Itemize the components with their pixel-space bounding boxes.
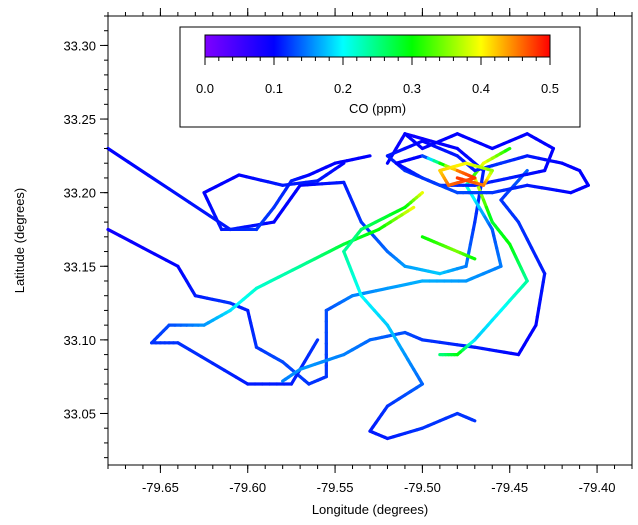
track-segment bbox=[350, 291, 366, 298]
track-segment bbox=[409, 279, 424, 286]
y-tick-label: 33.25 bbox=[63, 112, 96, 127]
track-segment bbox=[211, 361, 227, 372]
track-segment bbox=[126, 160, 151, 178]
track-segment bbox=[525, 237, 534, 250]
y-tick-label: 33.05 bbox=[63, 406, 96, 421]
track-segment bbox=[222, 368, 238, 379]
colorbar-label: CO (ppm) bbox=[349, 101, 406, 116]
track-segment bbox=[164, 258, 180, 268]
flight-track-6 bbox=[438, 176, 529, 357]
track-segment bbox=[167, 187, 192, 205]
track-segment bbox=[455, 176, 464, 181]
series-layer bbox=[106, 132, 590, 441]
x-tick-label: -79.45 bbox=[491, 480, 528, 495]
colorbar-tick-label: 0.1 bbox=[265, 81, 283, 96]
track-segment bbox=[152, 252, 168, 262]
flight-track-8 bbox=[420, 235, 477, 261]
track-segment bbox=[385, 284, 401, 290]
colorbar-tick-label: 0.5 bbox=[541, 81, 559, 96]
track-segment bbox=[106, 146, 130, 164]
x-tick-label: -79.40 bbox=[579, 480, 616, 495]
y-tick-label: 33.30 bbox=[63, 38, 96, 53]
colorbar-tick-label: 0.2 bbox=[334, 81, 352, 96]
colorbar-tick-label: 0.0 bbox=[196, 81, 214, 96]
track-segment bbox=[529, 246, 538, 259]
y-tick-label: 33.20 bbox=[63, 186, 96, 201]
track-segment bbox=[106, 227, 122, 238]
track-segment bbox=[470, 418, 477, 423]
track-segment bbox=[147, 173, 171, 191]
colorbar-tick-label: 0.3 bbox=[403, 81, 421, 96]
track-segment bbox=[516, 220, 525, 233]
flight-track-5 bbox=[342, 191, 477, 441]
flight-track-7 bbox=[202, 154, 372, 232]
x-tick-label: -79.65 bbox=[142, 480, 179, 495]
track-segment bbox=[129, 240, 145, 250]
track-segment bbox=[176, 341, 192, 352]
track-segment bbox=[199, 354, 215, 366]
track-segment bbox=[141, 246, 157, 256]
track-segment bbox=[337, 161, 346, 168]
x-tick-label: -79.50 bbox=[404, 480, 441, 495]
track-segment bbox=[187, 348, 203, 359]
flight-track-3 bbox=[150, 205, 416, 386]
track-segment bbox=[281, 377, 288, 383]
y-axis-label: Latitude (degrees) bbox=[12, 188, 27, 294]
track-segment bbox=[234, 375, 250, 386]
track-segment bbox=[538, 263, 547, 276]
track-segment bbox=[187, 200, 212, 218]
x-tick-label: -79.55 bbox=[317, 480, 354, 495]
flight-track-9 bbox=[385, 132, 590, 195]
track-segment bbox=[534, 254, 542, 267]
track-segment bbox=[311, 338, 320, 349]
track-segment bbox=[118, 233, 133, 244]
track-segment bbox=[503, 146, 512, 153]
track-segment bbox=[470, 256, 477, 261]
axes-layer: -79.65 -79.60 -79.55 -79.50 -79.45 -79.40 33.0… bbox=[63, 8, 633, 495]
y-tick-label: 33.15 bbox=[63, 259, 96, 274]
colorbar-legend: 0.0 0.1 0.2 0.3 0.4 0.5 CO (ppm) bbox=[179, 26, 581, 128]
track-segment bbox=[397, 281, 413, 288]
colorbar-tick-label: 0.4 bbox=[472, 81, 490, 96]
x-tick-label: -79.60 bbox=[229, 480, 266, 495]
track-segment bbox=[362, 289, 378, 295]
track-segment bbox=[374, 286, 390, 293]
flight-track-4 bbox=[281, 168, 547, 383]
x-axis-label: Longitude (degrees) bbox=[312, 502, 428, 517]
colorbar-gradient bbox=[204, 34, 551, 58]
y-tick-label: 33.10 bbox=[63, 333, 96, 348]
track-segment bbox=[521, 229, 529, 241]
